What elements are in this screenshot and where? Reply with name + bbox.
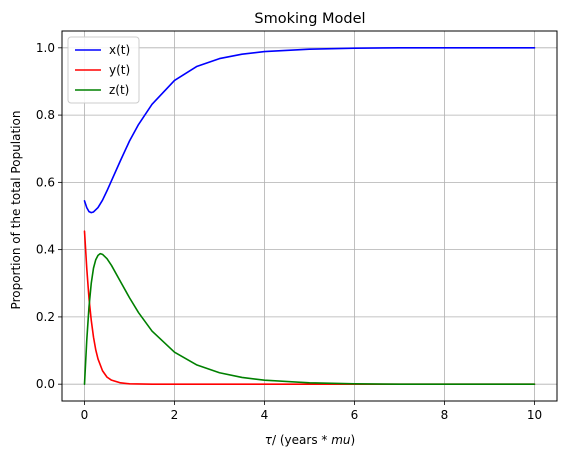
grid xyxy=(62,31,557,401)
series-line-zt xyxy=(83,252,536,385)
x-tick-label: 0 xyxy=(81,408,89,422)
legend-label: z(t) xyxy=(109,83,129,97)
legend-box xyxy=(67,36,140,104)
x-tick-label: 8 xyxy=(441,408,449,422)
x-axis-label-close: ) xyxy=(351,433,356,447)
y-tick-label: 0.8 xyxy=(36,108,55,122)
y-tick-label: 0.6 xyxy=(36,175,55,189)
y-axis-label: Proportion of the total Population xyxy=(9,111,23,310)
x-tick-label: 6 xyxy=(351,408,359,422)
ticks: 0 2 4 6 8 10 0.0 0.2 0.4 0.6 0.8 1.0 xyxy=(36,41,542,422)
x-axis-label-symbol: τ xyxy=(265,433,273,447)
y-tick-label: 1.0 xyxy=(36,41,55,55)
series-line-xt xyxy=(83,47,536,214)
y-tick-label: 0.4 xyxy=(36,243,55,257)
legend-label: y(t) xyxy=(109,63,130,77)
x-tick-label: 4 xyxy=(261,408,269,422)
x-axis-label: τ/ (years * mu) xyxy=(265,433,355,447)
legend-label: x(t) xyxy=(109,43,130,57)
x-tick-label: 10 xyxy=(527,408,542,422)
x-tick-label: 2 xyxy=(171,408,179,422)
series-line-yt xyxy=(83,230,536,385)
axes-frame xyxy=(61,30,558,402)
chart-title: Smoking Model xyxy=(254,11,365,27)
legend: x(t) y(t) z(t) xyxy=(67,36,140,104)
plot-lines xyxy=(83,47,536,385)
x-axis-label-text: / (years * xyxy=(272,433,331,447)
y-tick-label: 0.2 xyxy=(36,310,55,324)
y-tick-label: 0.0 xyxy=(36,377,55,391)
x-axis-label-unit: mu xyxy=(331,433,351,447)
